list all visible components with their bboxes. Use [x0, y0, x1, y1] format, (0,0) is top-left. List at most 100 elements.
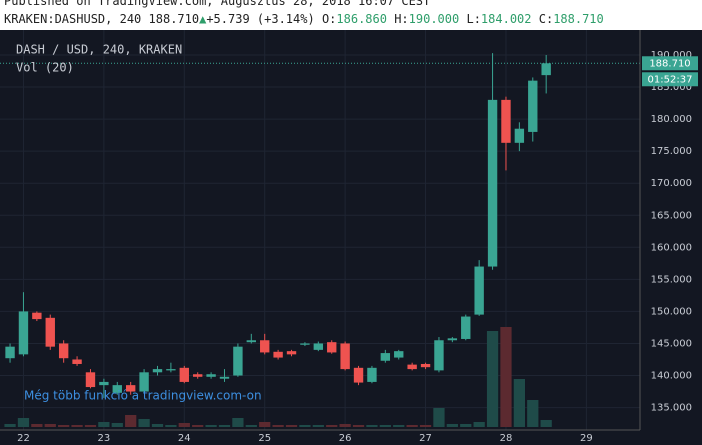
x-tick-label: 29 [580, 433, 593, 444]
countdown-box [642, 72, 698, 87]
last-price-label: 188.710 [649, 58, 690, 69]
ohlc-l: 184.002 [480, 12, 532, 26]
volume-bar [178, 423, 190, 427]
watermark: Még több funkció a tradingview.com-on [24, 389, 262, 403]
volume-bar [125, 415, 137, 427]
y-tick-label: 170.000 [651, 178, 692, 189]
volume-bar [312, 425, 324, 427]
chart-title: DASH / USD, 240, KRAKEN [16, 43, 182, 57]
candle-body [45, 317, 55, 347]
time-axis-bg [0, 430, 702, 445]
candle-body [58, 343, 69, 359]
volume-bar [31, 424, 43, 427]
candle-body [327, 342, 337, 353]
volume-bar [259, 422, 271, 427]
chart: 135.000 140.000 145.000 150.000 155.000 160.0… [0, 30, 702, 445]
y-tick-label: 180.000 [651, 114, 692, 125]
volume-bar [352, 425, 365, 427]
candle-body [514, 128, 525, 143]
candle-body [32, 312, 42, 320]
candle-body [233, 346, 243, 376]
candle-body [273, 351, 283, 358]
volume-bar [527, 400, 539, 427]
candle-body [541, 63, 551, 76]
volume-bar [326, 425, 338, 427]
volume-bar [473, 422, 485, 427]
candle-body [528, 80, 538, 132]
volume-bar [540, 420, 552, 427]
y-tick-label: 190.000 [651, 50, 692, 61]
price-axis-bg [640, 30, 702, 445]
y-tick-label: 185.000 [651, 82, 692, 93]
volume-bar [299, 425, 311, 427]
volume-bar [4, 424, 16, 427]
candle-body [300, 343, 310, 345]
volume-bar [433, 408, 445, 427]
candle-body [420, 363, 431, 368]
y-tick-label: 160.000 [651, 242, 692, 253]
volume-bar [272, 425, 284, 427]
candle-body [474, 266, 484, 315]
volume-bar [339, 424, 351, 427]
volume-bar [419, 425, 432, 427]
candle-body [18, 311, 29, 355]
candle-body [5, 346, 15, 359]
published-line: Published on TradingView.com, Augusztus … [4, 0, 431, 8]
candle-body [340, 343, 350, 370]
volume-bar [232, 418, 244, 427]
y-tick-label: 145.000 [651, 338, 692, 349]
volume-bar [486, 331, 499, 427]
candle-body [152, 369, 163, 373]
candle-body [246, 340, 256, 343]
candle-body [85, 372, 96, 388]
volume-bar [98, 422, 110, 427]
x-tick-label: 28 [500, 433, 513, 444]
candle-body [72, 359, 82, 364]
candle-body [380, 353, 391, 361]
ohlc-h: 190.000 [408, 12, 460, 26]
candle-body [112, 385, 122, 393]
candle-body [487, 99, 498, 267]
volume-bar [71, 425, 83, 427]
ohlc-o: 186.860 [336, 12, 387, 26]
candle-body [367, 367, 377, 382]
y-tick-label: 165.000 [651, 210, 692, 221]
candle-body [139, 372, 149, 392]
volume-bar [17, 418, 30, 427]
symbol: KRAKEN:DASHUSD, 240 [4, 12, 142, 26]
volume-bar [218, 425, 231, 427]
up-arrow: ▲ [199, 12, 207, 26]
x-tick-label: 27 [419, 433, 432, 444]
last-price-box [642, 56, 698, 71]
candle-body [260, 340, 270, 353]
candle-body [461, 316, 471, 339]
x-tick-label: 24 [178, 433, 191, 444]
volume-bar [138, 419, 150, 427]
y-tick-label: 135.000 [651, 403, 692, 414]
candle-body [313, 343, 324, 350]
candle-body [447, 338, 458, 341]
candle-body [99, 381, 109, 386]
candle-body [394, 351, 404, 358]
x-tick-label: 26 [339, 433, 352, 444]
candle-body [125, 385, 136, 392]
volume-bar [151, 424, 164, 427]
symbol-line: KRAKEN:DASHUSD, 240 188.710▲+5.739 (+3.1… [4, 12, 604, 26]
candle-body [353, 367, 364, 383]
x-tick-label: 22 [17, 433, 30, 444]
ohlc-h-label: H: [394, 12, 409, 26]
y-tick-label: 150.000 [651, 306, 692, 317]
candle-body [286, 351, 297, 355]
candle-body [434, 340, 444, 371]
candle-body [166, 369, 176, 371]
volume-bar [165, 425, 177, 427]
volume-label: Vol (20) [16, 61, 74, 75]
ohlc-l-label: L: [466, 12, 481, 26]
last: 188.710 [148, 12, 200, 26]
ohlc-o-label: O: [321, 12, 337, 26]
candle-body [179, 367, 189, 382]
volume-bar [192, 425, 204, 427]
x-tick-label: 25 [258, 433, 271, 444]
candle-body [407, 364, 417, 370]
